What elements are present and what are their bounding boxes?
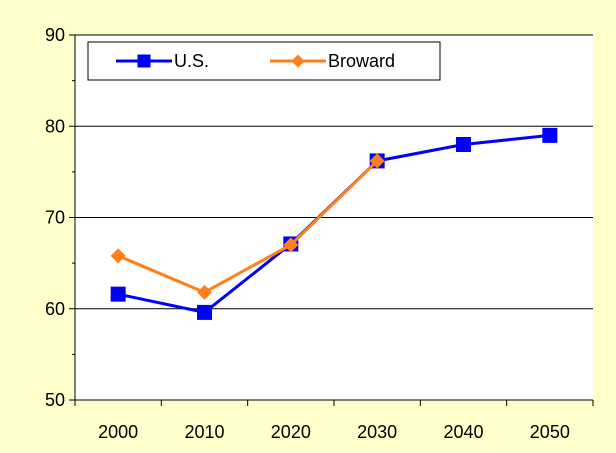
legend-label: U.S.: [174, 51, 209, 71]
y-tick-label: 90: [45, 25, 65, 45]
series-broward: [110, 153, 385, 300]
data-point: [197, 304, 212, 320]
data-point: [110, 248, 126, 264]
data-point: [369, 153, 385, 169]
x-tick-label: 2020: [271, 422, 311, 442]
legend: U.S. Broward: [87, 41, 441, 81]
data-point: [197, 284, 212, 300]
series-line: [117, 159, 379, 294]
x-tick-label: 2040: [443, 422, 483, 442]
gridlines: [75, 34, 593, 310]
x-tick-label: 2000: [98, 422, 138, 442]
legend-marker: [137, 54, 151, 68]
legend-marker: [291, 54, 305, 68]
axes: 50 60 70 80 90 2000 2010 2020 2030 2040 2050: [45, 25, 594, 442]
data-point: [542, 127, 558, 143]
data-point: [456, 137, 471, 152]
y-tick-label: 80: [45, 116, 65, 136]
series-group: [110, 127, 558, 320]
y-tick-label: 50: [45, 390, 65, 410]
y-tick-label: 60: [45, 299, 65, 319]
x-tick-label: 2010: [184, 422, 224, 442]
y-tick-label: 70: [45, 208, 65, 228]
data-point: [283, 237, 299, 253]
x-tick-label: 2030: [357, 422, 397, 442]
legend-label: Broward: [328, 51, 395, 71]
x-tick-label: 2050: [530, 422, 570, 442]
data-point: [110, 286, 126, 302]
